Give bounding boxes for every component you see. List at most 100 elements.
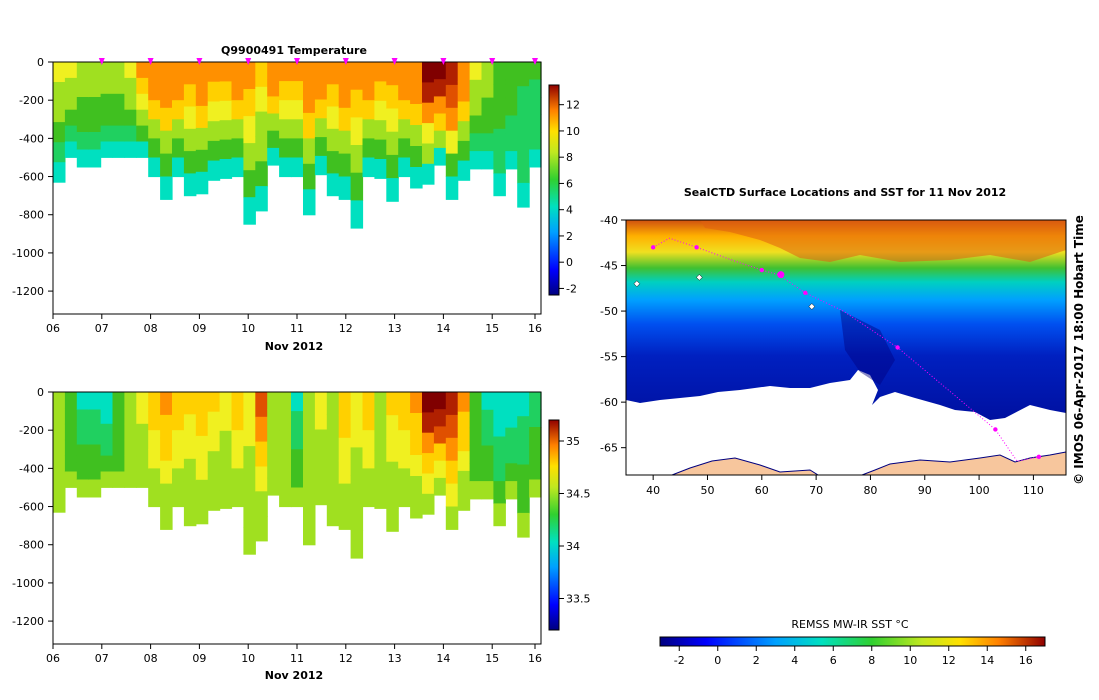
section-cell (255, 136, 268, 162)
salinity-x-axis: 06 07 08 09 10 11 12 13 14 15 16 (46, 644, 542, 665)
section-cell (362, 411, 375, 431)
section-cell (517, 464, 530, 490)
section-cell (136, 109, 149, 127)
section-cell (64, 77, 78, 95)
section-cell (291, 62, 304, 82)
temperature-section-cells (53, 62, 542, 229)
section-cell (183, 128, 197, 152)
section-cell (493, 84, 506, 108)
salinity-colorbar-ticks: 33.5 34 34.5 35 (559, 435, 591, 606)
section-cell (124, 439, 137, 457)
section-cell (398, 430, 411, 450)
section-cell (183, 173, 197, 197)
section-cell (172, 157, 185, 178)
section-cell (76, 444, 90, 463)
section-cell (386, 508, 399, 532)
section-cell (219, 392, 233, 412)
section-cell (231, 119, 244, 139)
y-tick-label: -200 (19, 424, 44, 437)
section-cell (243, 170, 256, 198)
section-cell (398, 449, 411, 469)
x-tick-label: 14 (436, 322, 450, 335)
section-cell (88, 62, 102, 80)
section-cell (493, 458, 506, 482)
section-cell (160, 130, 173, 155)
section-cell (136, 62, 149, 79)
section-cell (207, 451, 221, 472)
section-cell (207, 490, 221, 511)
section-cell (183, 84, 197, 108)
section-cell (219, 81, 233, 102)
section-cell (338, 506, 352, 530)
salinity-colorbar (548, 419, 560, 631)
x-tick-label: 07 (95, 652, 109, 665)
section-cell (457, 431, 471, 452)
section-cell (219, 489, 233, 509)
section-cell (172, 430, 185, 450)
section-cell (195, 149, 209, 173)
section-cell (100, 62, 114, 79)
section-cell (88, 479, 102, 498)
section-cell (53, 472, 66, 493)
section-cell (76, 62, 90, 80)
section-cell (172, 392, 185, 412)
section-cell (243, 392, 256, 420)
colorbar-tick-label: 6 (830, 654, 837, 667)
surfacing-marker (391, 58, 398, 65)
temperature-surfacing-markers (98, 58, 538, 65)
section-cell (314, 467, 328, 487)
section-cell (64, 455, 78, 472)
section-cell (64, 407, 78, 425)
section-cell (457, 392, 471, 413)
section-cell (267, 392, 280, 410)
section-cell (457, 140, 471, 162)
section-cell (445, 84, 459, 109)
section-cell (112, 471, 125, 488)
section-cell (160, 84, 173, 109)
section-cell (314, 410, 328, 431)
section-cell (386, 178, 399, 202)
section-cell (195, 105, 209, 129)
temperature-x-axis: 06 07 08 09 10 11 12 13 14 15 16 (46, 314, 542, 335)
section-cell (255, 161, 268, 187)
section-cell (243, 62, 256, 90)
section-cell (350, 475, 364, 504)
section-cell (362, 392, 375, 412)
section-cell (469, 392, 483, 411)
temperature-colorbar (548, 84, 560, 296)
colorbar-tick-label: 4 (791, 654, 798, 667)
surfacing-marker (196, 58, 203, 65)
section-cell (219, 120, 233, 141)
section-cell (326, 481, 340, 504)
colorbar-tick-label: 14 (980, 654, 994, 667)
section-cell (76, 462, 90, 480)
section-cell (445, 392, 459, 416)
section-cell (457, 411, 471, 432)
section-cell (279, 468, 292, 488)
section-cell (160, 392, 173, 416)
section-cell (53, 392, 66, 413)
surfacing-marker (342, 58, 349, 65)
section-cell (148, 81, 161, 101)
colorbar-tick-label: 12 (566, 99, 580, 112)
section-cell (207, 470, 221, 492)
seal-surface-location (1036, 454, 1042, 459)
section-cell (410, 167, 423, 189)
x-tick-label: 16 (528, 652, 542, 665)
section-cell (124, 93, 137, 111)
section-cell (124, 455, 137, 472)
x-tick-label: 10 (241, 652, 255, 665)
section-cell (338, 62, 352, 86)
section-cell (183, 503, 197, 527)
y-tick-label: -600 (19, 171, 44, 184)
section-cell (100, 455, 114, 472)
section-cell (64, 439, 78, 457)
section-cell (267, 79, 280, 97)
section-cell (374, 469, 387, 490)
section-cell (231, 62, 244, 82)
section-cell (338, 176, 352, 200)
colorbar-tick-label: 6 (566, 177, 573, 190)
y-tick-label: -1200 (12, 285, 44, 298)
section-cell (303, 468, 316, 495)
section-cell (207, 140, 221, 162)
